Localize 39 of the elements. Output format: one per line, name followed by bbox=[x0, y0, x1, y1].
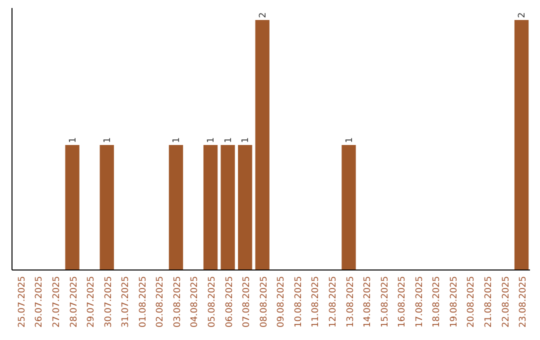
x-tick-label: 20.08.2025 bbox=[466, 276, 477, 328]
x-tick-label: 12.08.2025 bbox=[328, 276, 338, 328]
x-tick-label: 10.08.2025 bbox=[294, 276, 304, 328]
x-tick-label: 11.08.2025 bbox=[311, 276, 322, 328]
x-tick-label: 27.07.2025 bbox=[52, 276, 62, 328]
x-tick-label: 26.07.2025 bbox=[34, 276, 45, 328]
x-tick-label: 06.08.2025 bbox=[224, 276, 235, 328]
x-tick-label: 30.07.2025 bbox=[104, 276, 114, 328]
x-tick-label: 17.08.2025 bbox=[414, 276, 425, 328]
x-tick-label: 19.08.2025 bbox=[449, 276, 460, 328]
x-tick-label: 16.08.2025 bbox=[398, 276, 408, 328]
data-label: 1 bbox=[102, 137, 113, 143]
data-label: 1 bbox=[224, 137, 234, 143]
data-label: 2 bbox=[258, 12, 268, 18]
x-tick-label: 28.07.2025 bbox=[69, 276, 80, 328]
data-label: 1 bbox=[241, 137, 252, 143]
x-tick-label: 04.08.2025 bbox=[190, 276, 200, 328]
x-tick-label: 21.08.2025 bbox=[484, 276, 494, 328]
x-tick-label: 13.08.2025 bbox=[346, 276, 356, 328]
data-label: 1 bbox=[172, 137, 182, 143]
x-tick-label: 14.08.2025 bbox=[363, 276, 374, 328]
x-tick-label: 22.08.2025 bbox=[501, 276, 512, 328]
x-tick-label: 23.08.2025 bbox=[518, 276, 529, 328]
data-label: 1 bbox=[344, 137, 355, 143]
data-label: 2 bbox=[518, 12, 528, 18]
data-label: 1 bbox=[68, 137, 78, 143]
x-tick-label: 09.08.2025 bbox=[276, 276, 287, 328]
x-tick-label: 05.08.2025 bbox=[208, 276, 218, 328]
x-tick-label: 02.08.2025 bbox=[156, 276, 166, 328]
x-tick-label: 31.07.2025 bbox=[121, 276, 132, 328]
x-tick-label: 07.08.2025 bbox=[242, 276, 252, 328]
x-tick-label: 03.08.2025 bbox=[172, 276, 183, 328]
x-tick-label: 25.07.2025 bbox=[17, 276, 28, 328]
x-tick-label: 01.08.2025 bbox=[138, 276, 148, 328]
x-tick-label: 29.07.2025 bbox=[86, 276, 97, 328]
x-tick-label: 18.08.2025 bbox=[432, 276, 442, 328]
x-tick-label: 08.08.2025 bbox=[259, 276, 270, 328]
x-tick-label: 15.08.2025 bbox=[380, 276, 390, 328]
data-label: 1 bbox=[206, 137, 217, 143]
